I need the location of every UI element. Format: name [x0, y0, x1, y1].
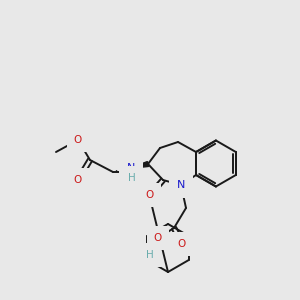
Text: O: O [146, 190, 154, 200]
Text: N: N [177, 180, 185, 190]
Text: O: O [74, 135, 82, 145]
Text: O: O [154, 233, 162, 243]
Text: H: H [128, 173, 136, 183]
Polygon shape [131, 162, 148, 168]
Text: H: H [146, 250, 154, 260]
Text: O: O [74, 175, 82, 185]
Text: O: O [178, 239, 186, 249]
Text: N: N [127, 163, 135, 173]
